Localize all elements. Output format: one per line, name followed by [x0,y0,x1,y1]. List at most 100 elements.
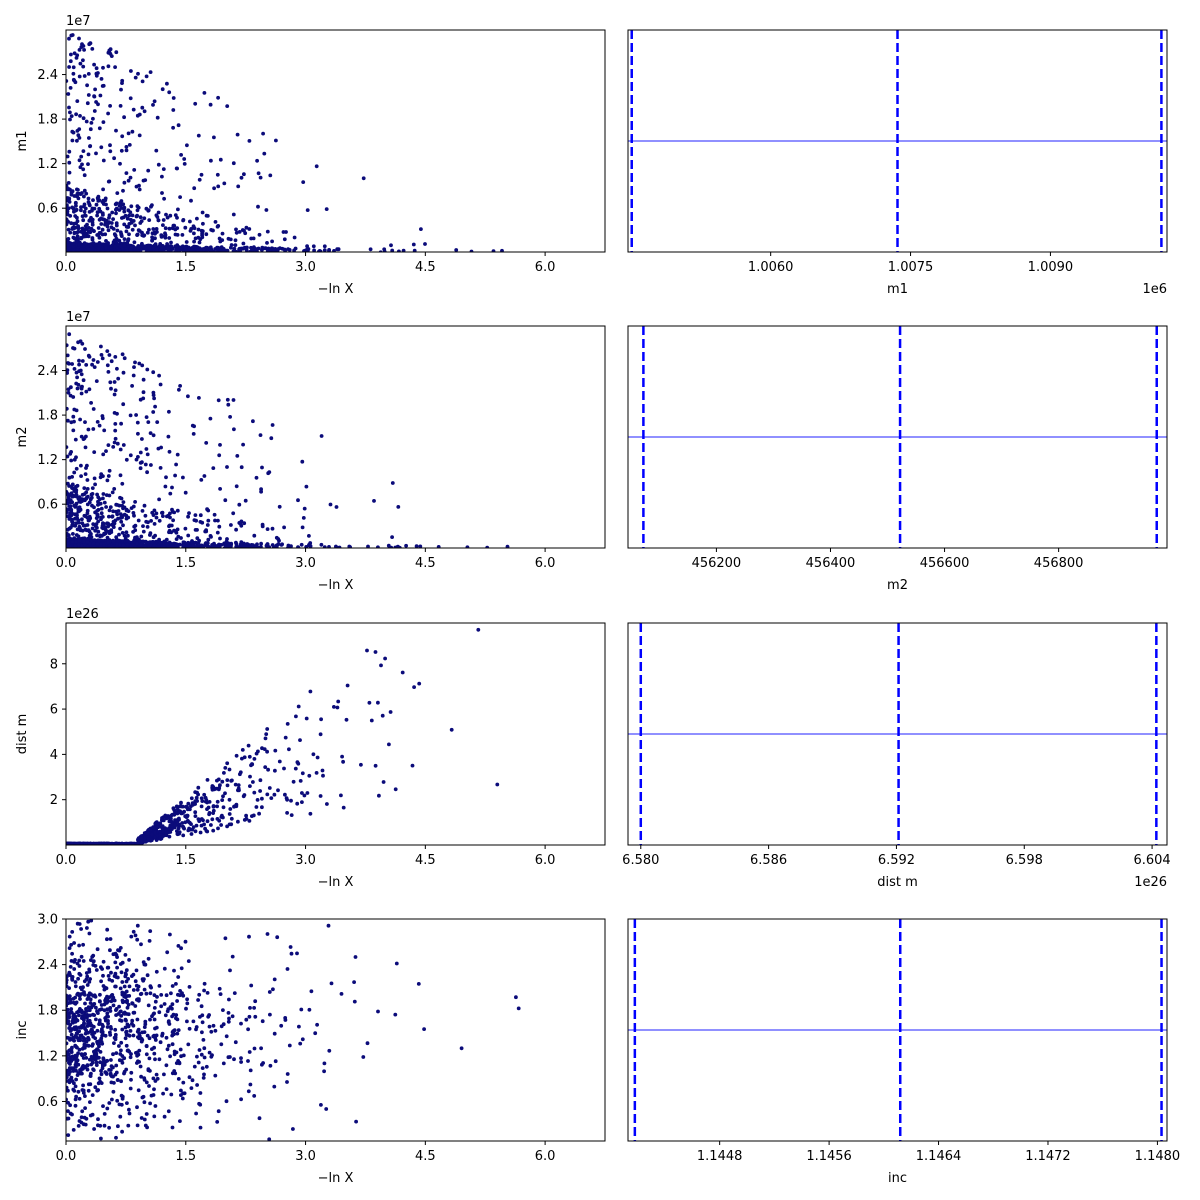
scatter-point [91,198,95,203]
scatter-point [234,230,239,235]
scatter-point [122,237,127,242]
scatter-point [81,437,86,441]
scatter-point [144,540,149,545]
scatter-point [138,247,143,252]
scatter-point [98,542,103,547]
scatter-point [237,230,242,234]
scatter-point [203,799,208,804]
scatter-point [75,513,79,518]
scatter-point [88,1001,93,1005]
scatter-point [94,379,99,383]
scatter-point [122,209,127,214]
scatter-point [270,239,274,244]
scatter-point [163,1013,168,1018]
scatter-point [192,424,197,429]
scatter-point [79,205,83,210]
scatter-point [194,795,199,800]
scatter-point [193,810,198,815]
scatter-point [104,528,108,533]
scatter-point [86,196,91,201]
scatter-point [70,540,75,544]
scatter-point [449,727,454,732]
scatter-point [240,748,245,752]
scatter-point [160,834,165,839]
scatter-point [77,48,82,52]
scatter-point [130,227,135,232]
scatter-point [318,732,323,737]
scatter-point [134,968,139,973]
scatter-point [278,246,282,251]
scatter-point [103,232,108,237]
scatter-point [78,368,83,373]
scatter-point [74,194,79,198]
scatter-point [298,738,302,742]
scatter-point [70,189,75,194]
scatter-point [119,87,123,92]
scatter-point [190,827,195,832]
scatter-point [84,495,89,500]
scatter-point [165,215,170,220]
scatter-point [153,835,158,840]
scatter-point [228,807,233,811]
scatter-point [68,214,73,218]
scatter-point [71,1000,76,1005]
scatter-point [79,236,84,241]
y-tick-label: 4 [50,748,58,763]
scatter-point [159,233,164,238]
scatter-point [66,975,69,979]
scatter-point [168,511,172,516]
scatter-point [68,504,73,509]
scatter-point [94,73,99,78]
scatter-point [174,247,179,251]
x-tick-label: 3.0 [295,556,316,571]
scatter-point [94,151,98,156]
scatter-point [67,332,72,337]
scatter-point [376,545,380,548]
scatter-point [183,225,188,230]
scatter-point [226,542,231,547]
scatter-point [164,831,169,836]
scatter-point [181,804,185,809]
scatter-point [69,841,74,845]
scatter-point [127,232,131,237]
scatter-point [199,1052,204,1057]
scatter-point [115,503,120,507]
scatter-point [78,526,82,531]
scatter-point [111,445,116,449]
scatter-point [83,1106,87,1110]
scatter-point [179,153,184,157]
scatter-point [233,1040,238,1045]
scatter-point [90,486,95,490]
scatter-point [217,818,222,823]
scatter-point [70,475,74,479]
scatter-point [265,749,269,754]
scatter-point [195,790,200,795]
scatter-point [274,138,278,143]
scatter-point [149,519,154,523]
scatter-point [95,533,99,538]
scatter-point [207,1024,212,1029]
scatter-point [317,249,322,252]
scatter-point [296,545,300,548]
scatter-point [258,175,263,180]
scatter-point [236,819,240,824]
scatter-point [98,501,103,506]
scatter-point [215,172,220,177]
scatter-point [114,221,119,226]
scatter-point [66,390,71,395]
scatter-point [181,475,185,480]
scatter-point [67,105,71,110]
scatter-point [105,363,110,368]
scatter-point [76,229,81,234]
scatter-point [212,541,216,546]
scatter-point [87,842,92,845]
scatter-point [164,816,169,821]
x-tick-label: 4.5 [415,260,436,275]
scatter-point [77,36,81,41]
scatter-point [69,114,74,118]
scatter-point [118,495,122,500]
scatter-point [167,236,172,240]
scatter-point [188,219,192,224]
axes-frame [65,622,606,846]
scatter-point [315,755,320,760]
